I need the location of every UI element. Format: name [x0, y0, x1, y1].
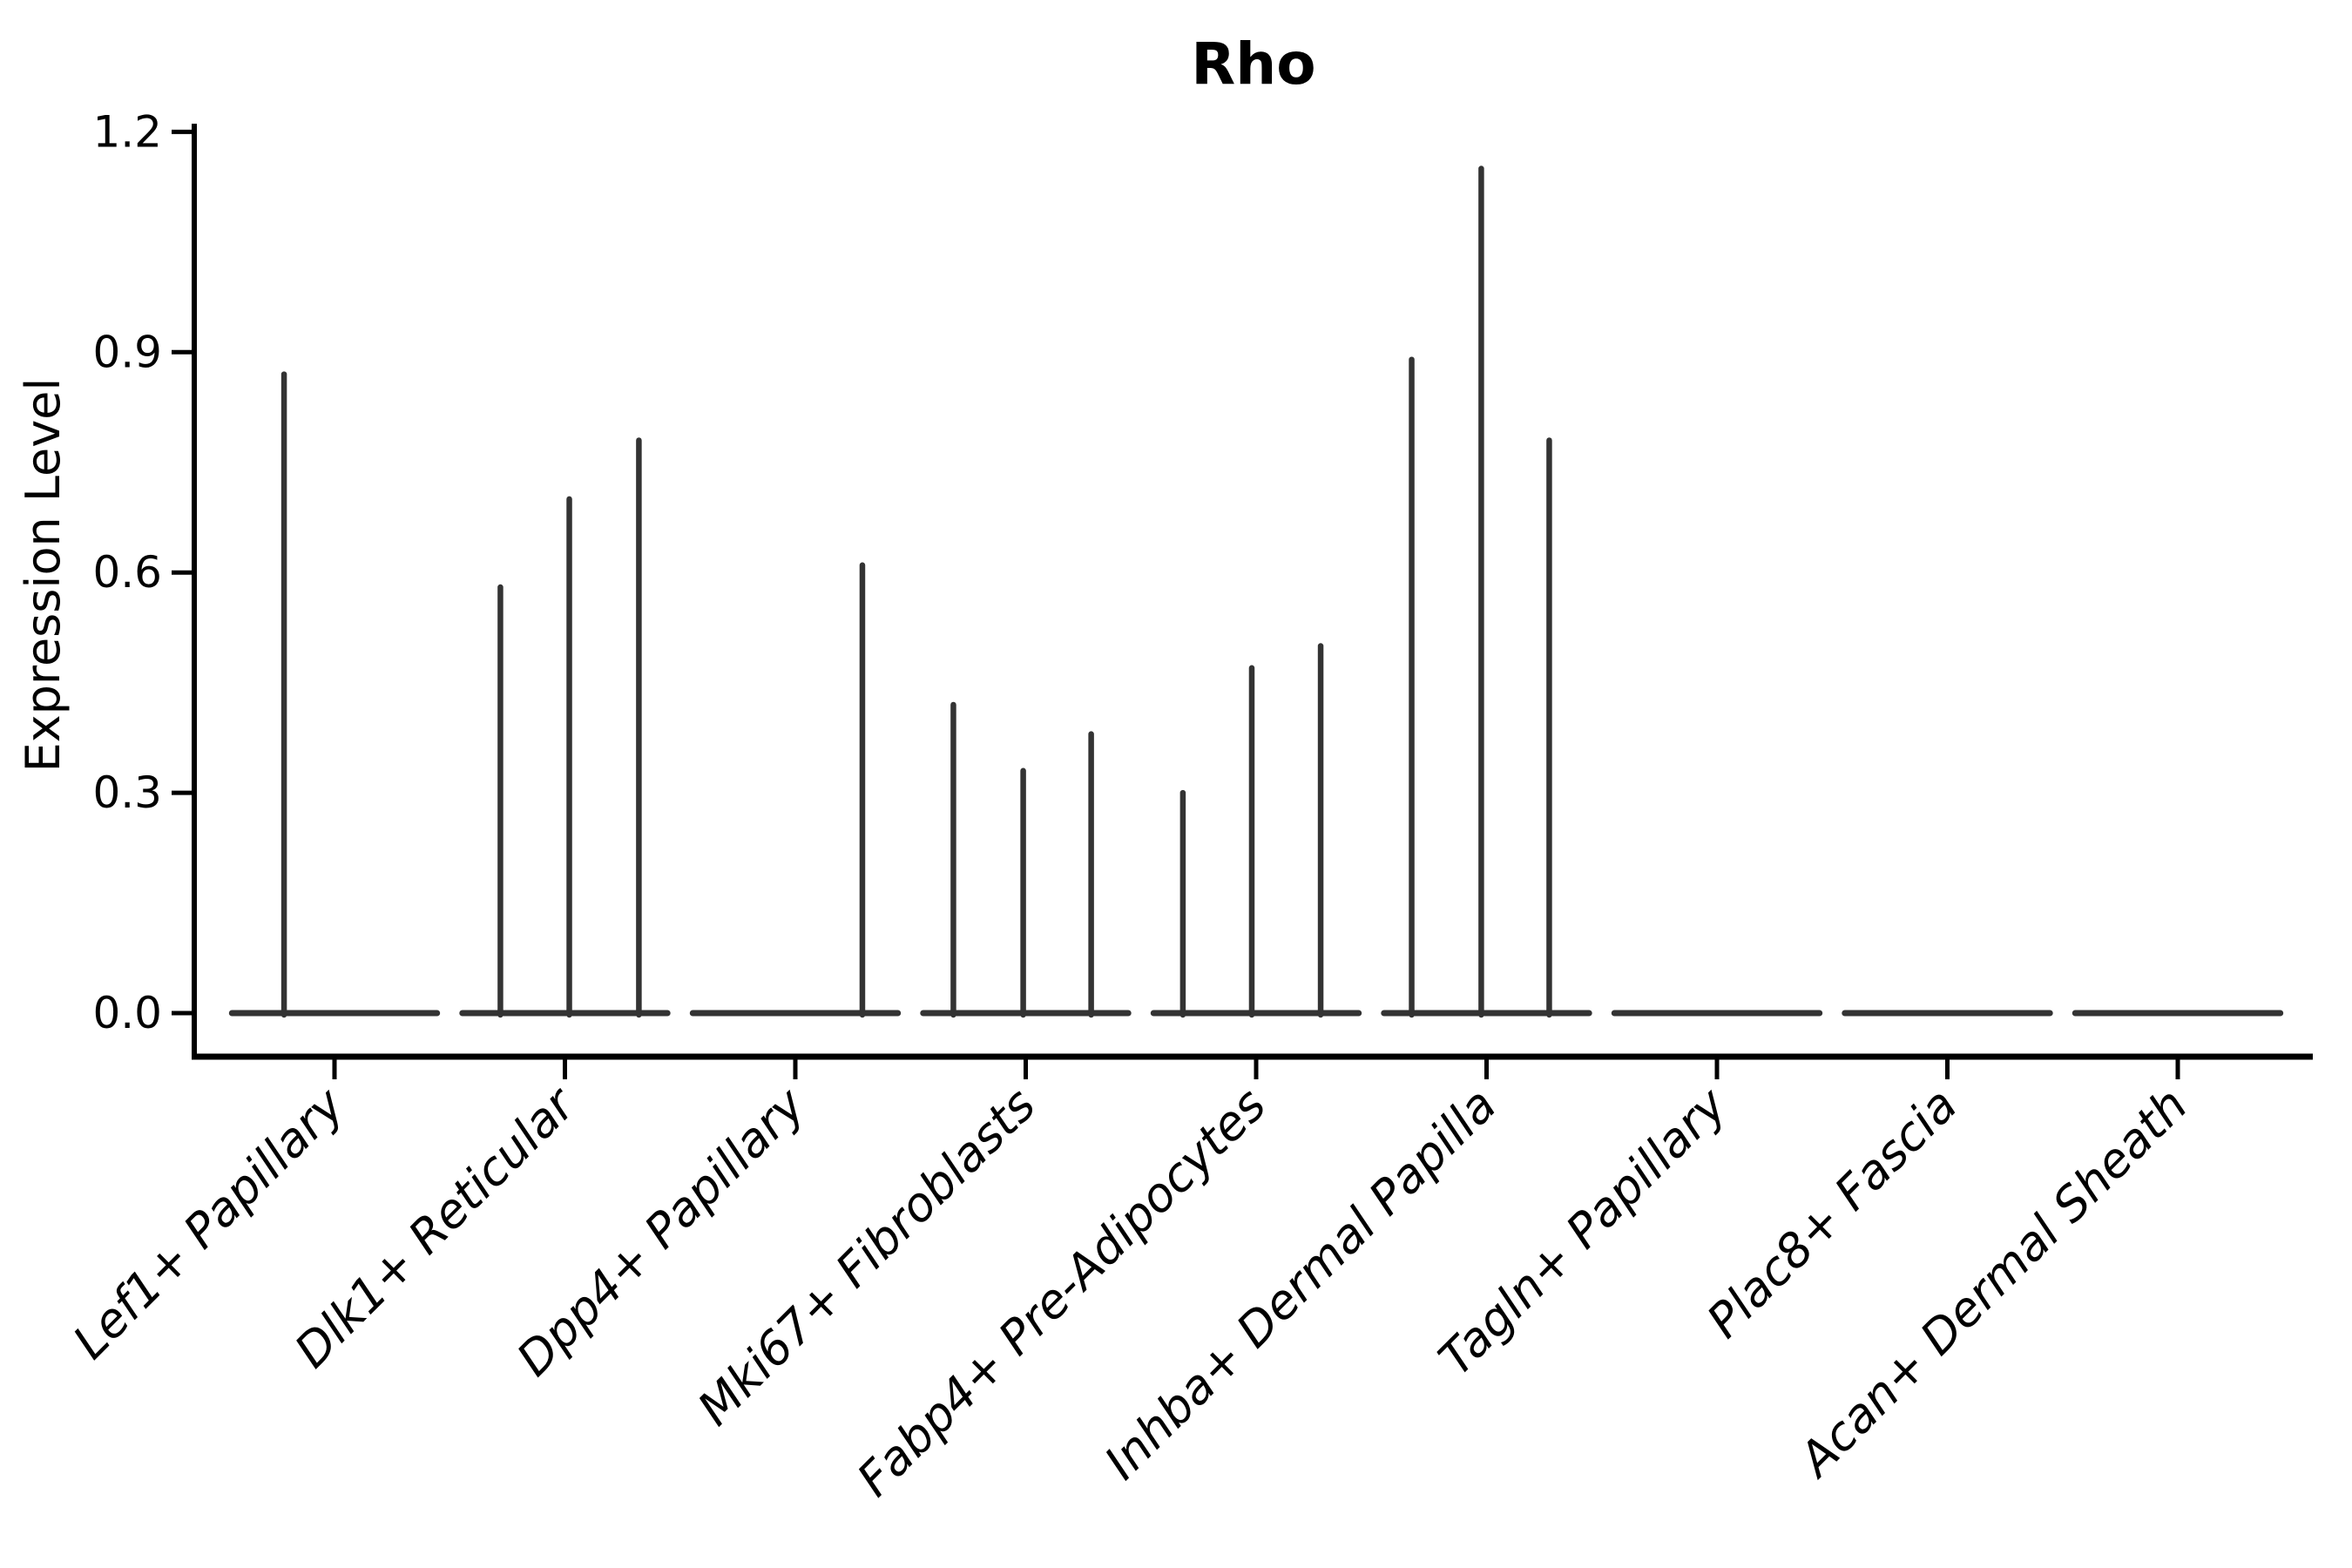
- violin: [1150, 643, 1362, 1018]
- violin: [920, 701, 1132, 1018]
- x-tick-label: Fabp4+ Pre-Adipocytes: [847, 1078, 1276, 1507]
- violin: [459, 437, 671, 1018]
- chart-title: Rho: [1191, 30, 1315, 98]
- y-tick-label: 0.9: [92, 327, 162, 377]
- violins: [228, 166, 2284, 1018]
- y-tick-label: 0.0: [92, 988, 162, 1038]
- x-tick-label: Inhba+ Dermal Papilla: [1094, 1078, 1507, 1490]
- y-tick-label: 0.3: [92, 767, 162, 818]
- violin: [689, 562, 902, 1018]
- violin: [228, 371, 441, 1018]
- x-tick-label: Plac8+ Fascia: [1696, 1078, 1967, 1348]
- y-tick-label: 1.2: [92, 106, 162, 157]
- y-tick-label: 0.6: [92, 547, 162, 598]
- violin: [1381, 166, 1592, 1018]
- y-axis-label: Expression Level: [16, 378, 71, 773]
- x-tick-label: Acan+ Dermal Sheath: [1787, 1078, 2198, 1489]
